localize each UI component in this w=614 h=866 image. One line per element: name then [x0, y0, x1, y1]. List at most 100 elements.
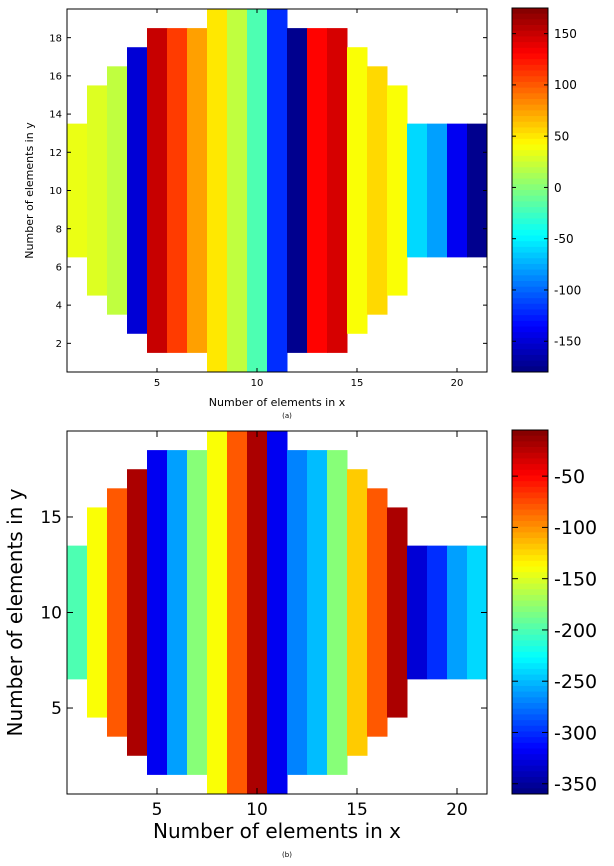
y-tick-label: 2: [56, 339, 62, 350]
heatmap-cell: [327, 28, 348, 353]
x-tick-label: 5: [152, 800, 163, 820]
y-tick-label: 14: [49, 110, 62, 121]
colorbar-tick-label: -50: [554, 466, 585, 488]
heatmap-cell: [267, 431, 288, 794]
heatmap-a-ticks: 5 10 15 20 2 4 6 8 10 12 14 16 18: [49, 9, 487, 389]
colorbar-segment: [512, 30, 548, 37]
colorbar-segment: [512, 452, 548, 459]
y-tick-label: 6: [56, 263, 62, 274]
heatmap-cell: [387, 507, 408, 718]
heatmap-cell: [447, 123, 468, 258]
colorbar-segment: [512, 64, 548, 71]
colorbar-segment: [512, 566, 548, 573]
heatmap-cell: [307, 450, 328, 775]
colorbar-segment: [512, 133, 548, 140]
colorbar-segment: [512, 572, 548, 579]
heatmap-cell: [127, 469, 148, 756]
colorbar-segment: [512, 526, 548, 533]
colorbar-segment: [512, 42, 548, 49]
colorbar-segment: [512, 252, 548, 259]
colorbar-segment: [512, 235, 548, 242]
heatmap-cell: [247, 431, 268, 794]
colorbar-segment: [512, 737, 548, 744]
heatmap-cell: [127, 47, 148, 334]
panel-b: 5 10 15 20 5 10 15 Number of elements in x Num…: [3, 429, 597, 859]
heatmap-cell: [67, 123, 88, 258]
panel-a: 5 10 15 20 2 4 6 8 10 12 14 16 18 Number of elements…: [23, 7, 581, 420]
colorbar-segment: [512, 714, 548, 721]
colorbar-tick-label: 50: [554, 129, 569, 143]
heatmap-cell: [287, 28, 308, 353]
colorbar-segment: [512, 577, 548, 584]
colorbar-frame: [511, 429, 549, 795]
x-tick-label: 20: [446, 800, 468, 820]
colorbar-segment: [512, 503, 548, 511]
heatmap-cell: [167, 450, 188, 775]
y-tick-label: 16: [49, 71, 62, 82]
colorbar-segment: [512, 657, 548, 664]
colorbar-segment: [512, 224, 548, 231]
colorbar-segment: [512, 583, 548, 590]
x-tick-label: 15: [351, 378, 364, 389]
colorbar-segment: [512, 366, 548, 373]
colorbar-segment: [512, 184, 548, 191]
colorbar-segment: [512, 771, 548, 778]
colorbar-segment: [512, 469, 548, 476]
colorbar-tick-label: 100: [554, 78, 577, 92]
colorbar-segment: [512, 543, 548, 550]
colorbar-segment: [512, 104, 548, 111]
colorbar-segment: [512, 555, 548, 562]
colorbar-segment: [512, 315, 548, 322]
heatmap-cell: [287, 450, 308, 775]
colorbar-segment: [512, 458, 548, 465]
colorbar-segment: [512, 59, 548, 66]
colorbar-segment: [512, 464, 548, 471]
colorbar-segment: [512, 663, 548, 670]
colorbar-segment: [512, 560, 548, 567]
y-tick-label: 15: [40, 508, 62, 528]
colorbar-segment: [512, 435, 548, 442]
colorbar-segment: [512, 521, 548, 528]
colorbar-segment: [512, 447, 548, 454]
colorbar-tick-label: -350: [554, 774, 597, 796]
colorbar-segment: [512, 538, 548, 545]
colorbar-segment: [512, 708, 548, 715]
colorbar-segment: [512, 486, 548, 493]
colorbar-segment: [512, 47, 548, 54]
panel-b-label: (b): [282, 851, 292, 859]
y-tick-label: 10: [40, 604, 62, 624]
colorbar-segment: [512, 651, 548, 658]
colorbar-segment: [512, 36, 548, 43]
colorbar-segment: [512, 765, 548, 772]
colorbar-segment: [512, 212, 548, 219]
colorbar-segment: [512, 53, 548, 60]
colorbar-segment: [512, 343, 548, 350]
colorbar-segment: [512, 138, 548, 145]
colorbar-segment: [512, 600, 548, 607]
colorbar-segment: [512, 349, 548, 356]
heatmap-cell: [467, 545, 488, 680]
colorbar-segment: [512, 110, 548, 117]
heatmap-cell: [87, 507, 108, 718]
heatmap-cell: [407, 123, 428, 258]
heatmap-cell: [147, 450, 168, 775]
colorbar-segment: [512, 93, 548, 100]
colorbar-segment: [512, 360, 548, 367]
colorbar-segment: [512, 19, 548, 26]
colorbar-segment: [512, 748, 548, 755]
colorbar-segment: [512, 155, 548, 162]
y-tick-label: 18: [49, 33, 62, 44]
colorbar-tick-label: -50: [554, 232, 574, 246]
heatmap-cell: [307, 28, 328, 353]
colorbar-segment: [512, 8, 548, 15]
colorbar-segment: [512, 629, 548, 636]
colorbar-segment: [512, 150, 548, 157]
colorbar-segment: [512, 275, 548, 282]
colorbar-segment: [512, 354, 548, 362]
heatmap-cell: [427, 545, 448, 680]
heatmap-a-xlabel: Number of elements in x: [209, 396, 346, 409]
heatmap-cell: [167, 28, 188, 353]
heatmap-cell: [107, 488, 128, 737]
heatmap-cell: [187, 28, 208, 353]
